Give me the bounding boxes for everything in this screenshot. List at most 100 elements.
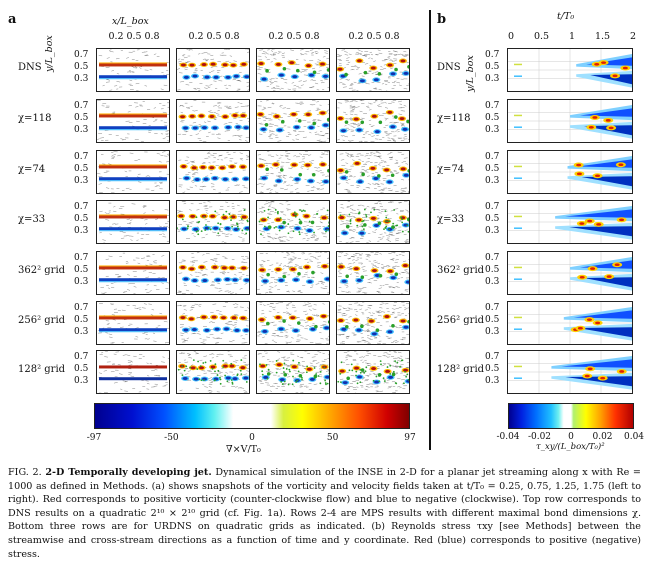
panel-b-ytick: 0.7 [485, 152, 500, 162]
vorticity-colorbar-tick: 97 [404, 433, 416, 443]
panel-b-label: b [437, 12, 447, 27]
vorticity-colorbar-tick: -50 [164, 433, 179, 443]
vorticity-snapshot [96, 350, 170, 394]
panel-a-ytick: 0.3 [74, 176, 89, 186]
panel-b-ytick: 0.5 [485, 364, 500, 374]
reynolds-stress-plot [507, 200, 633, 244]
vorticity-snapshot [176, 200, 250, 244]
panel-b-ytick: 0.7 [485, 352, 500, 362]
vorticity-colorbar [94, 403, 410, 429]
panel-b-ytick: 0.5 [485, 214, 500, 224]
panel-a-xtick: 0.5 [126, 31, 142, 42]
vorticity-colorbar-tick: 0 [249, 433, 255, 443]
panel-a-row-label: 256² grid [18, 315, 66, 326]
panel-a-xtick: 0.8 [384, 31, 400, 42]
panel-b-ytick: 0.7 [485, 50, 500, 60]
panel-a-ytick: 0.7 [74, 303, 89, 313]
panel-a-ytick: 0.3 [74, 226, 89, 236]
panel-a-ytick: 0.7 [74, 352, 89, 362]
vorticity-snapshot [96, 301, 170, 345]
vorticity-snapshot [256, 200, 330, 244]
panel-a-label: a [8, 12, 17, 27]
caption-text: Dynamical simulation of the INSE in 2-D … [8, 467, 641, 560]
panel-b-ytick: 0.5 [485, 315, 500, 325]
panel-b-ytick: 0.3 [485, 74, 500, 84]
panel-b-ytick: 0.3 [485, 226, 500, 236]
vorticity-colorbar-tick: 50 [326, 433, 339, 443]
reynolds-stress-plot [507, 99, 633, 143]
panel-b-xtick: 0 [507, 31, 515, 42]
panel-b-row-label: 256² grid [437, 315, 485, 326]
panel-a-ytick: 0.3 [74, 376, 89, 386]
panel-a-ytick: 0.5 [74, 164, 89, 174]
panel-b-row-label: 362² grid [437, 265, 485, 276]
panel-a-ytick: 0.3 [74, 125, 89, 135]
panel-b-ytick: 0.3 [485, 327, 500, 337]
stress-colorbar-label: τ_xy/(L_box/T₀)² [536, 442, 605, 452]
vorticity-snapshot [176, 301, 250, 345]
stress-colorbar-tick: -0.04 [496, 432, 520, 442]
panel-b-ytick: 0.7 [485, 253, 500, 263]
stress-colorbar-tick: 0.02 [592, 432, 613, 442]
caption-fig-number: FIG. 2. [8, 467, 42, 478]
vorticity-snapshot [176, 99, 250, 143]
panel-b-ytick: 0.7 [485, 101, 500, 111]
panel-divider [429, 10, 431, 450]
panel-a-ytick: 0.7 [74, 253, 89, 263]
stress-colorbar [508, 403, 634, 429]
panel-a-row-label: χ=74 [18, 164, 46, 175]
panel-a-ylabel: y/L_box [44, 35, 55, 72]
panel-b-ytick: 0.3 [485, 277, 500, 287]
vorticity-snapshot [96, 251, 170, 295]
vorticity-snapshot [256, 251, 330, 295]
reynolds-stress-plot [507, 301, 633, 345]
vorticity-snapshot [256, 150, 330, 194]
panel-a-ytick: 0.7 [74, 50, 89, 60]
stress-colorbar-tick: 0.04 [623, 432, 645, 442]
panel-a-xtick: 0.2 [108, 31, 124, 42]
vorticity-snapshot [96, 99, 170, 143]
vorticity-snapshot [256, 48, 330, 92]
panel-a-row-label: χ=33 [18, 214, 46, 225]
panel-b-row-label: DNS [437, 62, 461, 73]
figure-caption: FIG. 2. 2-D Temporally developing jet. D… [8, 466, 641, 561]
reynolds-stress-plot [507, 150, 633, 194]
panel-b-ytick: 0.5 [485, 265, 500, 275]
panel-a-xtick: 0.8 [224, 31, 240, 42]
vorticity-snapshot [336, 48, 410, 92]
panel-b-ytick: 0.5 [485, 62, 500, 72]
vorticity-snapshot [336, 251, 410, 295]
vorticity-snapshot [176, 150, 250, 194]
vorticity-snapshot [256, 350, 330, 394]
panel-a-ytick: 0.5 [74, 62, 89, 72]
panel-a-xtick: 0.2 [188, 31, 204, 42]
panel-a-ytick: 0.5 [74, 113, 89, 123]
vorticity-snapshot [256, 301, 330, 345]
vorticity-snapshot [176, 251, 250, 295]
panel-a-row-label: 128² grid [18, 364, 66, 375]
reynolds-stress-plot [507, 350, 633, 394]
panel-a-ytick: 0.7 [74, 202, 89, 212]
vorticity-snapshot [336, 301, 410, 345]
reynolds-stress-plot [507, 48, 633, 92]
panel-a-row-label: χ=118 [18, 113, 52, 124]
panel-b-row-label: χ=33 [437, 214, 465, 225]
panel-a-ytick: 0.5 [74, 265, 89, 275]
panel-a-ytick: 0.5 [74, 364, 89, 374]
panel-b-ytick: 0.7 [485, 303, 500, 313]
vorticity-snapshot [336, 99, 410, 143]
stress-colorbar-tick: -0.02 [527, 432, 552, 442]
panel-a-xtick: 0.5 [206, 31, 222, 42]
panel-a-xtick: 0.8 [144, 31, 160, 42]
panel-b-xtick: 1 [568, 31, 576, 42]
panel-a-ytick: 0.3 [74, 277, 89, 287]
vorticity-snapshot [336, 350, 410, 394]
panel-b-ylabel: y/L_box [465, 55, 476, 92]
panel-b-row-label: χ=74 [437, 164, 465, 175]
panel-b-ytick: 0.3 [485, 176, 500, 186]
panel-b-row-label: χ=118 [437, 113, 471, 124]
vorticity-snapshot [336, 200, 410, 244]
vorticity-colorbar-tick: -97 [86, 433, 102, 443]
panel-a-ytick: 0.5 [74, 315, 89, 325]
panel-a-row-label: DNS [18, 62, 42, 73]
